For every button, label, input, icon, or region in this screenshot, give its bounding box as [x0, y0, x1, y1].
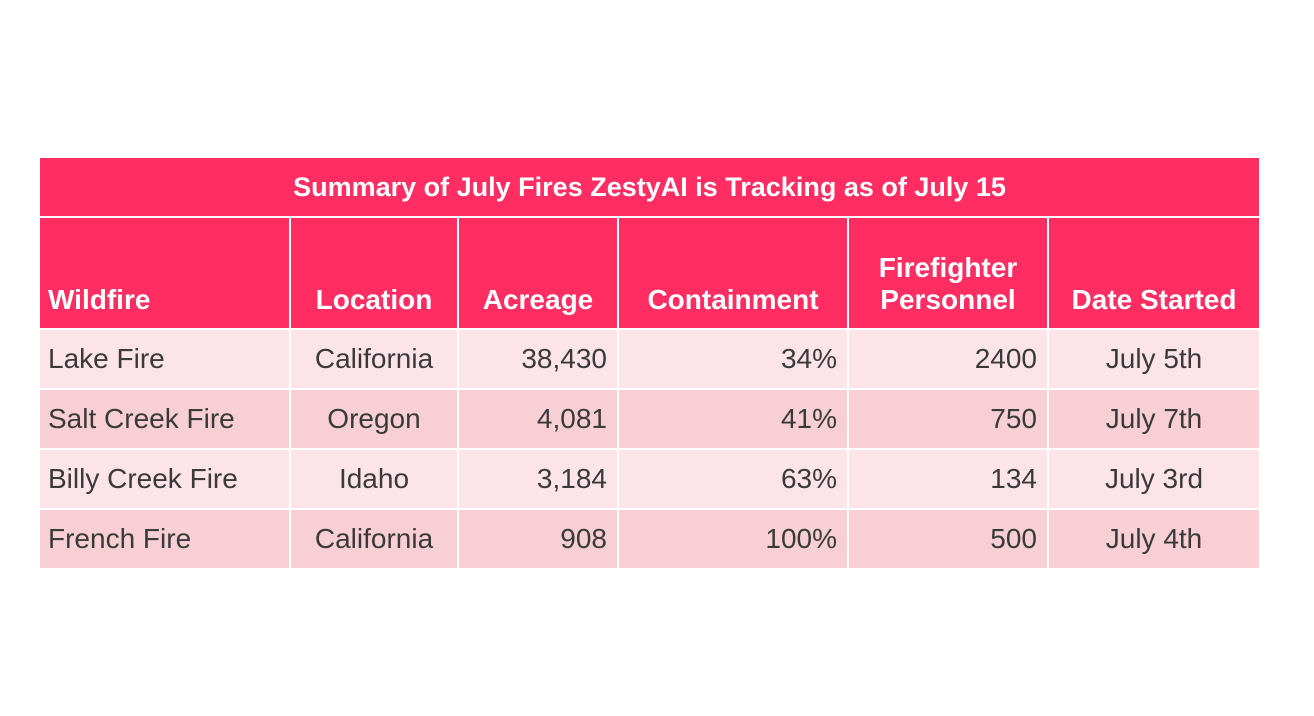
column-header-location: Location: [289, 217, 458, 329]
column-header-date-started: Date Started: [1046, 217, 1260, 329]
table-header-row: Wildfire Location Acreage Containment Fi…: [40, 217, 1260, 329]
cell-date-started: July 7th: [1046, 388, 1260, 449]
cell-acreage: 38,430: [457, 328, 618, 389]
cell-wildfire: Lake Fire: [40, 328, 290, 389]
cell-containment: 34%: [617, 328, 848, 389]
cell-personnel: 750: [847, 388, 1048, 449]
cell-containment: 100%: [617, 508, 848, 568]
table-row: Salt Creek Fire Oregon 4,081 41% 750 Jul…: [40, 388, 1260, 449]
cell-personnel: 500: [847, 508, 1048, 568]
cell-location: California: [289, 328, 458, 389]
cell-wildfire: French Fire: [40, 508, 290, 568]
cell-personnel: 134: [847, 448, 1048, 509]
cell-acreage: 908: [457, 508, 618, 568]
cell-containment: 63%: [617, 448, 848, 509]
fires-summary-table: Summary of July Fires ZestyAI is Trackin…: [40, 158, 1260, 568]
cell-acreage: 4,081: [457, 388, 618, 449]
cell-location: Oregon: [289, 388, 458, 449]
table-title-row: Summary of July Fires ZestyAI is Trackin…: [40, 158, 1260, 218]
cell-acreage: 3,184: [457, 448, 618, 509]
cell-date-started: July 3rd: [1046, 448, 1260, 509]
table-row: French Fire California 908 100% 500 July…: [40, 508, 1260, 568]
cell-wildfire: Salt Creek Fire: [40, 388, 290, 449]
cell-date-started: July 5th: [1046, 328, 1260, 389]
column-header-wildfire: Wildfire: [40, 217, 290, 329]
fires-summary-table-container: Summary of July Fires ZestyAI is Trackin…: [40, 158, 1260, 568]
cell-personnel: 2400: [847, 328, 1048, 389]
cell-location: Idaho: [289, 448, 458, 509]
cell-containment: 41%: [617, 388, 848, 449]
cell-location: California: [289, 508, 458, 568]
column-header-personnel: Firefighter Personnel: [847, 217, 1048, 329]
cell-date-started: July 4th: [1046, 508, 1260, 568]
table-title: Summary of July Fires ZestyAI is Trackin…: [40, 158, 1260, 218]
table-row: Billy Creek Fire Idaho 3,184 63% 134 Jul…: [40, 448, 1260, 509]
column-header-containment: Containment: [617, 217, 848, 329]
column-header-acreage: Acreage: [457, 217, 618, 329]
table-row: Lake Fire California 38,430 34% 2400 Jul…: [40, 328, 1260, 389]
cell-wildfire: Billy Creek Fire: [40, 448, 290, 509]
